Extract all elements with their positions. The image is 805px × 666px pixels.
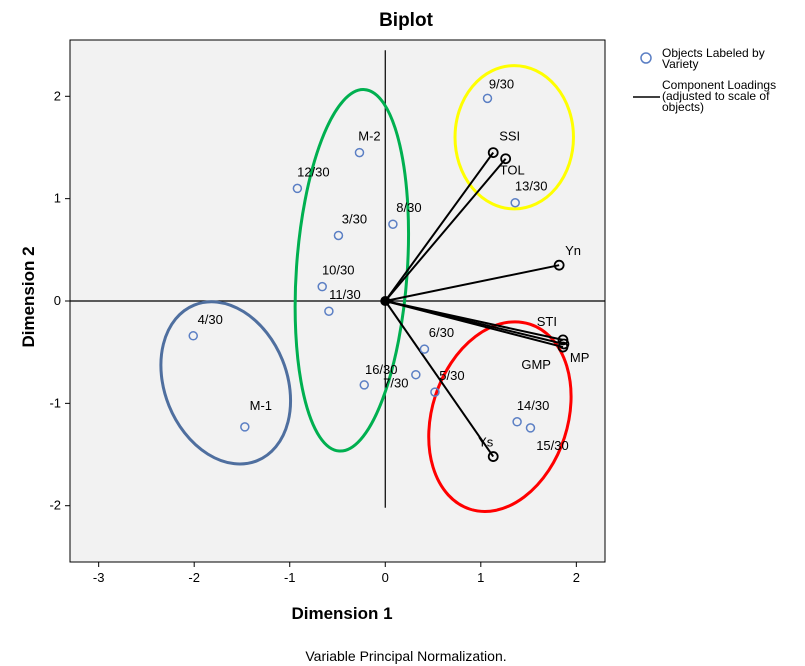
object-label: 10/30: [322, 263, 355, 278]
legend-label: Objects Labeled by: [662, 46, 765, 60]
object-label: 12/30: [297, 164, 330, 179]
reference-lines: [70, 50, 605, 508]
object-point: [324, 306, 334, 316]
loading-point: [487, 451, 499, 462]
object-label: 4/30: [198, 312, 223, 327]
group-ellipse: [159, 300, 293, 466]
y-tick-label: -2: [49, 498, 61, 513]
legend-label: (adjusted to scale of: [662, 89, 770, 103]
chart-title: Biplot: [379, 10, 433, 31]
object-label: 7/30: [383, 376, 408, 391]
loading-point: [557, 341, 569, 353]
loading-point: [500, 153, 512, 165]
object-label: 11/30: [329, 287, 361, 302]
object-label: 14/30: [517, 398, 550, 413]
loading-point: [487, 147, 499, 158]
y-tick-label: -1: [49, 395, 61, 410]
object-point: [512, 417, 522, 427]
object-points: 9/30 M-2 12/30 13/30 3/30 8/30 10/30 11/30 4/30 6…: [188, 76, 569, 453]
object-point: [419, 344, 430, 354]
loading-label: STI: [537, 314, 557, 329]
object-point: [188, 331, 198, 341]
object-point: [317, 281, 327, 292]
object-point: [510, 197, 520, 208]
y-tick-label: 0: [54, 293, 61, 308]
loading-label: MP: [570, 350, 590, 365]
legend-label: objects): [662, 100, 704, 114]
object-point: [354, 147, 365, 158]
legend-label: Variety: [662, 57, 698, 71]
loading-line: [384, 152, 495, 302]
x-tick-label: 2: [573, 570, 580, 585]
loading-line: [384, 158, 507, 302]
y-axis-title: Dimension 2: [19, 246, 38, 347]
x-axis-title: Dimension 1: [291, 604, 392, 623]
group-ellipse: [453, 64, 575, 211]
object-point: [240, 422, 250, 432]
object-label: 6/30: [429, 325, 454, 340]
y-tick-label: 2: [54, 88, 61, 103]
loading-label: SSI: [499, 129, 520, 144]
object-point: [482, 93, 493, 104]
object-label: 5/30: [439, 368, 464, 383]
y-axis-ticks: -2 -1 0 1 2: [49, 88, 70, 513]
object-point: [411, 369, 421, 380]
origin-point: [380, 296, 391, 306]
loading-line: [385, 300, 564, 349]
loading-line: [385, 264, 560, 302]
loading-label: TOL: [500, 163, 525, 178]
y-tick-label: 1: [54, 191, 61, 206]
object-label: 8/30: [396, 200, 421, 215]
loading-point: [553, 259, 565, 271]
x-tick-label: 1: [477, 570, 484, 585]
loading-label: Yn: [565, 243, 581, 258]
component-loadings: SSI TOL Yn STI MP GMP Ys: [380, 129, 590, 462]
legend-label: Component Loadings: [662, 78, 776, 92]
x-tick-label: 0: [382, 570, 389, 585]
x-tick-label: -2: [188, 570, 200, 585]
loading-label: GMP: [521, 357, 551, 372]
loading-label: Ys: [478, 435, 494, 450]
object-label: M-2: [358, 129, 380, 144]
x-tick-label: -3: [93, 570, 105, 585]
object-label: M-1: [250, 398, 272, 413]
x-tick-label: -1: [284, 570, 296, 585]
object-label: 13/30: [515, 179, 548, 194]
object-point: [388, 219, 398, 229]
object-point: [525, 423, 536, 433]
object-label: 3/30: [342, 211, 367, 226]
legend-marker: [640, 52, 652, 64]
normalization-note: Variable Principal Normalization.: [305, 648, 506, 664]
loading-line: [384, 300, 495, 458]
object-label: 16/30: [365, 362, 398, 377]
object-label: 9/30: [489, 76, 514, 91]
x-axis-ticks: -3 -2 -1 0 1 2: [93, 562, 580, 585]
object-point: [292, 183, 303, 194]
object-point: [359, 380, 369, 390]
object-point: [430, 387, 440, 397]
object-point: [333, 230, 344, 241]
object-label: 15/30: [536, 438, 569, 453]
